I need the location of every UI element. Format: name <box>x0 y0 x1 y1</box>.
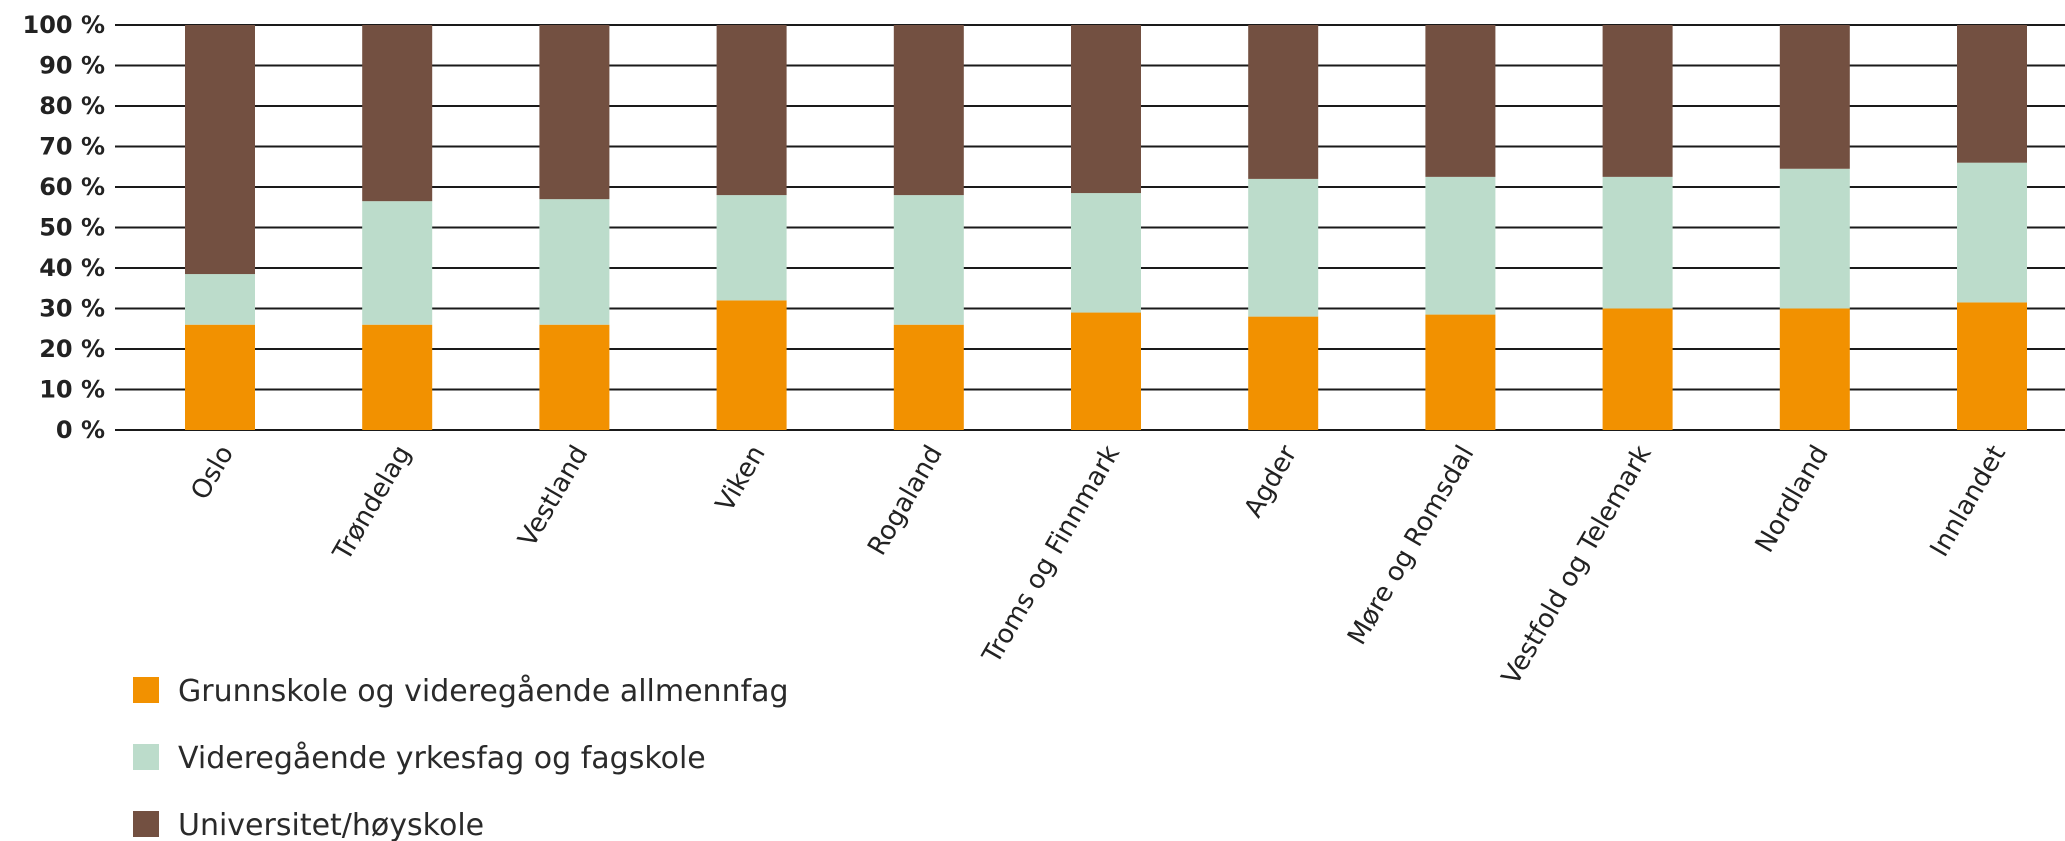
bar-segment <box>1248 178 1319 317</box>
x-tick-label: Innlandet <box>1925 441 2012 562</box>
legend-swatch <box>133 811 159 837</box>
x-tick-label: Trøndelag <box>327 441 417 567</box>
bar-segment <box>185 274 255 325</box>
x-tick-label: Nordland <box>1750 441 1835 558</box>
y-tick-label: 20 % <box>39 335 105 363</box>
bar-segment <box>1071 193 1141 313</box>
bar-segment <box>1071 312 1141 430</box>
bar-segment <box>1779 168 1850 309</box>
bar-segment <box>1425 25 1496 177</box>
bar-segment <box>1602 176 1673 309</box>
bar-segment <box>185 324 255 430</box>
bar-segment <box>539 324 610 430</box>
y-tick-label: 70 % <box>39 133 105 161</box>
x-tick-label: Rogaland <box>862 441 949 561</box>
legend-label: Videregående yrkesfag og fagskole <box>178 741 706 776</box>
x-tick-label: Agder <box>1239 440 1304 522</box>
bar-segment <box>1425 314 1496 430</box>
x-axis-labels: Oslo Trøndelag Vestland Viken Rogaland Troms … <box>186 440 2013 690</box>
bar-segment <box>716 25 787 196</box>
bar-segment <box>1602 25 1673 177</box>
y-tick-label: 30 % <box>39 295 105 323</box>
legend-label: Universitet/høyskole <box>178 808 484 841</box>
bar-segment <box>1779 308 1850 430</box>
y-tick-label: 100 % <box>23 11 106 39</box>
bar-segment <box>893 324 964 430</box>
bar-segment <box>1248 25 1319 179</box>
legend-label: Grunnskole og videregående allmennfag <box>178 674 789 709</box>
y-tick-label: 60 % <box>39 173 105 201</box>
y-tick-label: 50 % <box>39 214 105 242</box>
bar-segment <box>1248 316 1319 430</box>
bar-segment <box>1957 302 2027 430</box>
y-tick-label: 40 % <box>39 254 105 282</box>
x-tick-label: Vestfold og Telemark <box>1496 441 1657 691</box>
x-tick-label: Viken <box>710 441 772 518</box>
y-tick-label: 80 % <box>39 92 105 120</box>
bar-segment <box>716 300 787 430</box>
bar-segment <box>362 201 433 325</box>
bar-segment <box>362 324 433 430</box>
y-tick-label: 90 % <box>39 52 105 80</box>
bar-segment <box>362 25 433 202</box>
x-tick-label: Vestland <box>513 441 595 553</box>
legend: Grunnskole og videregående allmennfag Vid… <box>133 674 789 841</box>
legend-swatch <box>133 677 159 703</box>
bars <box>185 25 2027 430</box>
bar-segment <box>1957 25 2027 163</box>
bar-segment <box>893 25 964 196</box>
bar-segment <box>539 25 610 200</box>
legend-swatch <box>133 744 159 770</box>
y-axis: 0 % 10 % 20 % 30 % 40 % 50 % 60 % 70 % 80 % 90 % 1… <box>23 11 106 444</box>
bar-segment <box>716 195 787 301</box>
bar-segment <box>1602 308 1673 430</box>
bar-segment <box>539 199 610 325</box>
bar-segment <box>1071 25 1141 194</box>
bar-segment <box>1425 176 1496 315</box>
bar-segment <box>1779 25 1850 169</box>
bar-segment <box>893 195 964 325</box>
x-tick-label: Oslo <box>186 441 241 505</box>
bar-segment <box>1957 162 2027 303</box>
y-tick-label: 10 % <box>39 376 105 404</box>
y-tick-label: 0 % <box>56 416 105 444</box>
x-tick-label: Troms og Finnmark <box>977 441 1127 670</box>
x-tick-label: Møre og Romsdal <box>1342 441 1480 651</box>
bar-segment <box>185 25 255 275</box>
